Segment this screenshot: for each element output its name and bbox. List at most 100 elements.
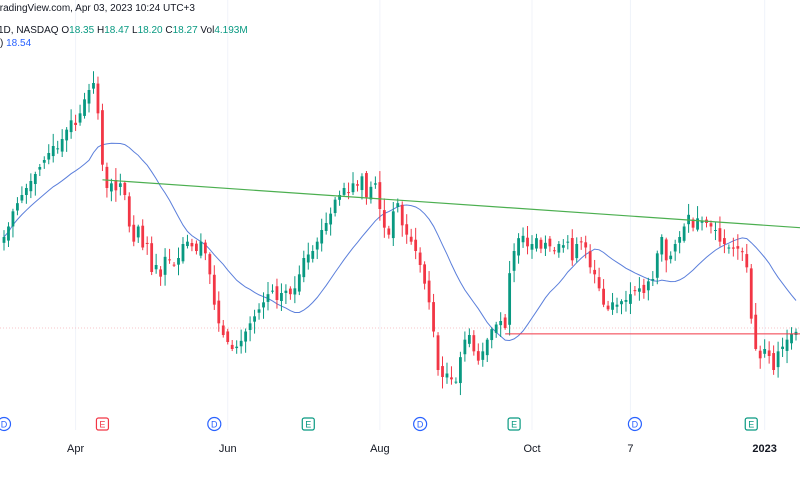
candle-body	[566, 241, 570, 243]
candle-body	[338, 195, 341, 200]
candle-body	[226, 331, 230, 342]
candle-body	[423, 264, 427, 284]
candle-body	[154, 265, 158, 270]
candle-body	[101, 110, 104, 165]
candle-body	[727, 247, 731, 249]
candle-body	[141, 225, 145, 248]
candle-body	[678, 237, 682, 243]
candle-body	[280, 293, 283, 302]
event-marker-e[interactable]: E	[301, 417, 315, 431]
candle-body	[284, 290, 288, 293]
candle-body	[436, 335, 440, 370]
low-value: 18.20	[137, 25, 163, 36]
event-marker-e[interactable]: E	[744, 417, 758, 431]
candle-body	[271, 290, 274, 292]
candle-body	[548, 238, 552, 247]
candle-body	[526, 237, 529, 247]
candle-body	[575, 244, 579, 259]
candle-body	[409, 236, 413, 242]
candle-body	[145, 242, 149, 244]
candle-body	[521, 235, 525, 243]
candle-body	[700, 220, 704, 223]
event-marker-d[interactable]: D	[207, 416, 222, 432]
candle-body	[387, 228, 391, 235]
candle-body	[78, 113, 82, 123]
candle-body	[51, 146, 55, 157]
candle-body	[186, 241, 189, 247]
candle-body	[342, 188, 346, 195]
candle-body	[642, 284, 646, 293]
candle-body	[217, 300, 221, 324]
moving-average-line	[3, 142, 797, 342]
x-tick-label: 2023	[752, 443, 776, 455]
candle-body	[557, 244, 561, 253]
candle-body	[60, 139, 64, 152]
candle-body	[382, 210, 386, 228]
candle-body	[69, 120, 73, 133]
ma-legend: ) 18.54	[0, 38, 32, 49]
candle-body	[405, 224, 409, 235]
candle-body	[212, 274, 216, 305]
candle-body	[11, 211, 15, 227]
candle-body	[790, 333, 793, 344]
candle-body	[629, 294, 632, 304]
candle-body	[172, 264, 176, 266]
candle-body	[221, 325, 225, 335]
earnings-icon	[507, 417, 521, 431]
event-marker-e[interactable]: E	[507, 417, 521, 431]
candle-body	[503, 317, 507, 328]
earnings-icon	[95, 417, 110, 431]
event-marker-d[interactable]: D	[413, 416, 428, 432]
candle-body	[530, 244, 534, 250]
candle-body	[539, 239, 543, 249]
candle-body	[776, 351, 780, 368]
candle-body	[494, 324, 498, 333]
candle-body	[293, 288, 297, 295]
candle-body	[239, 340, 243, 347]
candle-body	[781, 346, 784, 350]
candle-body	[637, 288, 641, 292]
candle-body	[731, 247, 735, 249]
candle-body	[38, 167, 42, 170]
candle-body	[490, 329, 494, 341]
candle-body	[257, 309, 261, 313]
candle-body	[253, 316, 256, 322]
candle-body	[208, 254, 212, 275]
candle-body	[463, 339, 467, 355]
candle-body	[159, 269, 163, 277]
earnings-icon	[301, 417, 315, 431]
candle-body	[150, 243, 154, 272]
candle-body	[660, 237, 664, 255]
candle-body	[136, 226, 140, 238]
event-marker-d[interactable]: D	[627, 416, 643, 432]
ma-value: 18.54	[6, 38, 32, 49]
candle-body	[552, 250, 556, 252]
candle-body	[472, 335, 476, 352]
candle-body	[651, 279, 655, 281]
event-marker-e[interactable]: E	[95, 417, 110, 431]
source-text: TradingView.com, Apr 03, 2023 10:24 UTC+…	[0, 3, 195, 14]
x-tick-label: Oct	[523, 443, 540, 455]
candle-body	[311, 251, 315, 259]
close-value: 18.27	[172, 25, 198, 36]
candle-body	[324, 223, 328, 231]
candle-body	[347, 192, 350, 194]
event-markers: DEDEDEDED⚡	[0, 416, 758, 432]
candle-body	[476, 351, 480, 361]
candle-body	[597, 277, 601, 289]
candle-body	[669, 255, 673, 260]
candle-body	[544, 242, 547, 249]
candle-body	[459, 357, 462, 384]
candle-body	[302, 258, 306, 278]
candle-body	[767, 350, 771, 356]
candle-body	[400, 204, 404, 226]
chart-grid	[0, 0, 800, 430]
candle-body	[199, 241, 203, 256]
candle-body	[378, 182, 382, 209]
x-tick-label: Apr	[67, 443, 84, 455]
candle-body	[235, 346, 239, 349]
event-marker-d[interactable]: D	[0, 416, 12, 432]
candle-body	[467, 335, 471, 344]
candle-body	[723, 238, 726, 244]
